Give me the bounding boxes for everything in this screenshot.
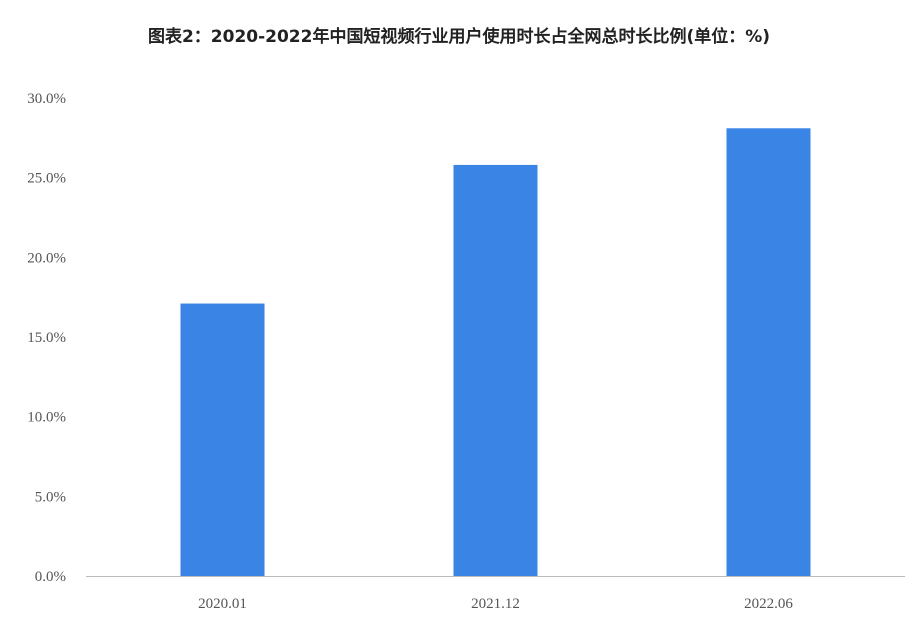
y-tick-label: 5.0% — [35, 489, 66, 505]
bar-2021.12 — [453, 164, 538, 577]
y-tick-label: 20.0% — [27, 250, 66, 266]
x-tick-label: 2022.06 — [744, 596, 793, 612]
bar-2020.01 — [180, 303, 265, 576]
y-tick-label: 10.0% — [27, 410, 66, 426]
x-tick-label: 2021.12 — [471, 596, 520, 612]
y-tick-label: 30.0% — [27, 91, 66, 107]
y-tick-label: 0.0% — [35, 569, 66, 585]
bar-2022.06 — [726, 128, 811, 577]
x-tick-label: 2020.01 — [198, 596, 247, 612]
chart-title: 图表2：2020-2022年中国短视频行业用户使用时长占全网总时长比例(单位：%… — [147, 27, 771, 47]
y-tick-label: 25.0% — [27, 171, 66, 187]
y-tick-label: 15.0% — [27, 330, 66, 346]
